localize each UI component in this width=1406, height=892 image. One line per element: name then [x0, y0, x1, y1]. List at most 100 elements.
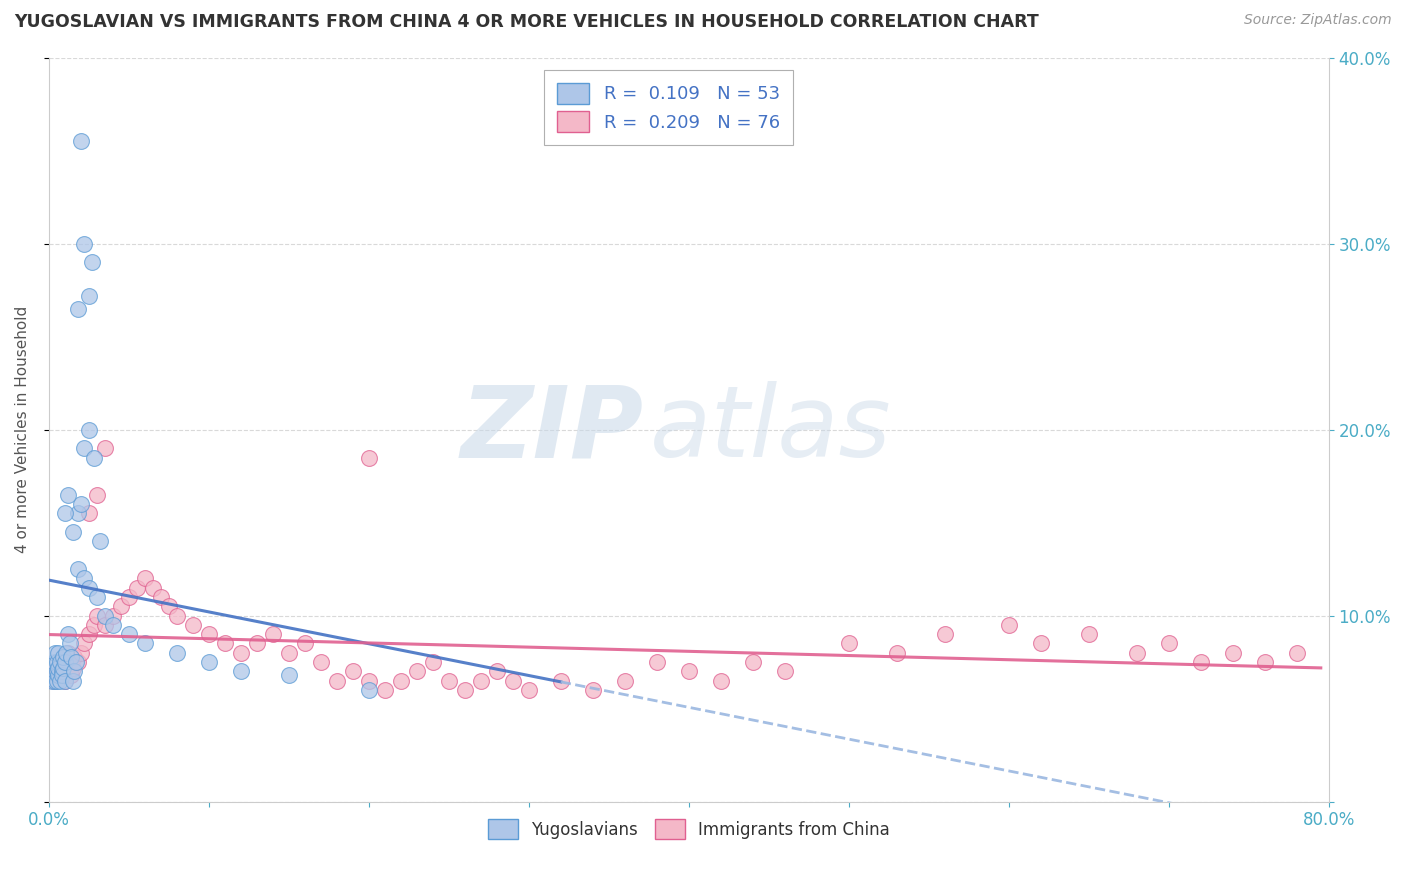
- Point: [1222, 646, 1244, 660]
- Point: [389, 673, 412, 688]
- Point: [45, 655, 67, 669]
- Point: [66, 506, 89, 520]
- Point: [49, 655, 72, 669]
- Point: [48, 661, 70, 675]
- Point: [77, 627, 100, 641]
- Point: [66, 301, 89, 316]
- Point: [405, 665, 427, 679]
- Point: [48, 668, 70, 682]
- Point: [83, 450, 105, 465]
- Point: [48, 661, 70, 675]
- Point: [1189, 655, 1212, 669]
- Point: [51, 668, 73, 682]
- Point: [42, 673, 65, 688]
- Point: [229, 646, 252, 660]
- Point: [357, 683, 380, 698]
- Point: [63, 665, 86, 679]
- Point: [1157, 636, 1180, 650]
- Point: [53, 673, 76, 688]
- Point: [94, 608, 117, 623]
- Point: [44, 673, 66, 688]
- Point: [51, 665, 73, 679]
- Point: [42, 655, 65, 669]
- Point: [277, 668, 299, 682]
- Point: [53, 673, 76, 688]
- Point: [94, 618, 117, 632]
- Text: YUGOSLAVIAN VS IMMIGRANTS FROM CHINA 4 OR MORE VEHICLES IN HOUSEHOLD CORRELATION: YUGOSLAVIAN VS IMMIGRANTS FROM CHINA 4 O…: [14, 13, 1039, 31]
- Point: [582, 683, 605, 698]
- Point: [422, 655, 444, 669]
- Point: [52, 661, 75, 675]
- Point: [44, 646, 66, 660]
- Point: [741, 655, 763, 669]
- Point: [710, 673, 733, 688]
- Point: [197, 655, 219, 669]
- Point: [94, 441, 117, 455]
- Point: [83, 618, 105, 632]
- Point: [101, 608, 124, 623]
- Point: [454, 683, 477, 698]
- Point: [181, 618, 204, 632]
- Point: [73, 236, 96, 251]
- Point: [42, 665, 65, 679]
- Point: [48, 646, 70, 660]
- Point: [157, 599, 180, 614]
- Text: ZIP: ZIP: [461, 381, 644, 478]
- Point: [142, 581, 165, 595]
- Point: [63, 649, 86, 664]
- Point: [1077, 627, 1099, 641]
- Point: [101, 618, 124, 632]
- Point: [56, 488, 79, 502]
- Point: [69, 646, 91, 660]
- Point: [45, 668, 67, 682]
- Point: [166, 646, 188, 660]
- Point: [65, 655, 87, 669]
- Point: [86, 590, 108, 604]
- Point: [134, 636, 156, 650]
- Point: [934, 627, 956, 641]
- Point: [1285, 646, 1308, 660]
- Point: [374, 683, 396, 698]
- Point: [437, 673, 460, 688]
- Point: [118, 627, 141, 641]
- Point: [52, 668, 75, 682]
- Point: [49, 655, 72, 669]
- Text: atlas: atlas: [651, 381, 891, 478]
- Point: [53, 506, 76, 520]
- Point: [485, 665, 508, 679]
- Point: [149, 590, 172, 604]
- Point: [69, 134, 91, 148]
- Point: [550, 673, 572, 688]
- Text: Source: ZipAtlas.com: Source: ZipAtlas.com: [1244, 13, 1392, 28]
- Point: [69, 497, 91, 511]
- Point: [309, 655, 332, 669]
- Point: [229, 665, 252, 679]
- Point: [52, 649, 75, 664]
- Point: [49, 673, 72, 688]
- Point: [62, 673, 84, 688]
- Point: [326, 673, 349, 688]
- Point: [56, 627, 79, 641]
- Point: [1029, 636, 1052, 650]
- Point: [45, 673, 67, 688]
- Legend: Yugoslavians, Immigrants from China: Yugoslavians, Immigrants from China: [481, 813, 897, 846]
- Point: [77, 506, 100, 520]
- Point: [62, 524, 84, 539]
- Point: [342, 665, 364, 679]
- Point: [886, 646, 908, 660]
- Point: [197, 627, 219, 641]
- Point: [86, 488, 108, 502]
- Point: [77, 289, 100, 303]
- Point: [58, 665, 80, 679]
- Point: [1254, 655, 1277, 669]
- Point: [77, 581, 100, 595]
- Point: [66, 562, 89, 576]
- Point: [125, 581, 148, 595]
- Point: [166, 608, 188, 623]
- Point: [45, 665, 67, 679]
- Point: [66, 655, 89, 669]
- Point: [55, 655, 77, 669]
- Point: [62, 661, 84, 675]
- Point: [470, 673, 492, 688]
- Point: [77, 423, 100, 437]
